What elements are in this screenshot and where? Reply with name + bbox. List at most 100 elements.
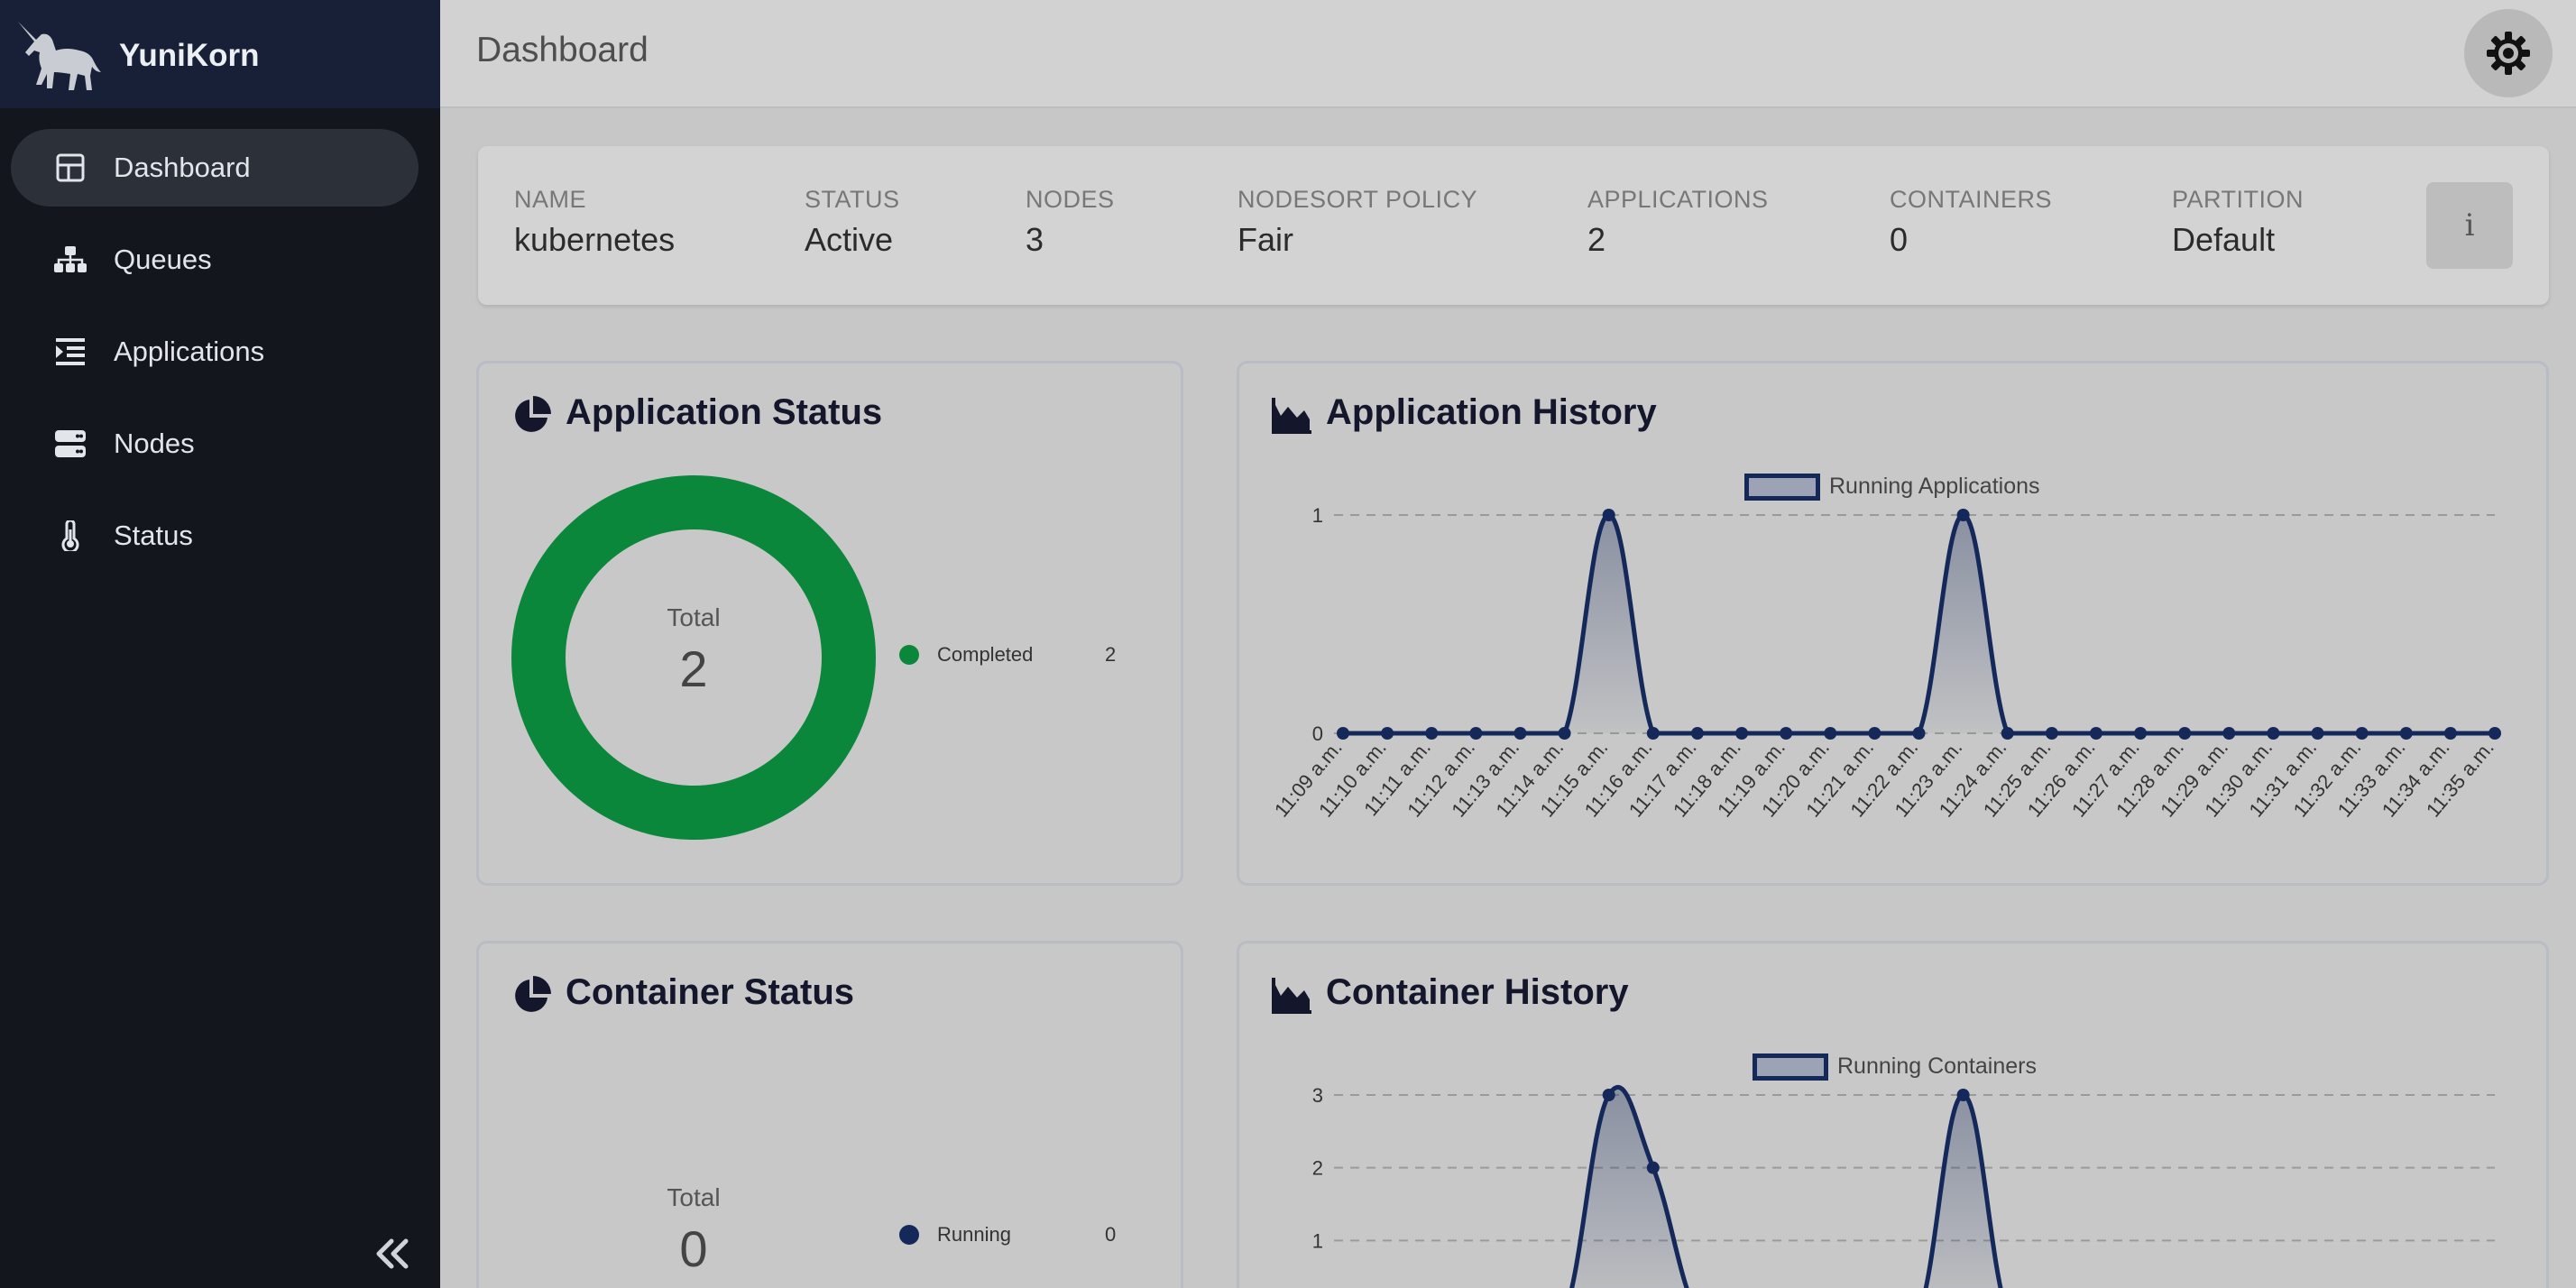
application-history-panel: Application History Running Applications… (1237, 361, 2549, 886)
double-chevron-left-icon (376, 1238, 409, 1269)
data-point (2045, 727, 2058, 740)
info-value: kubernetes (514, 221, 676, 258)
info-containers: CONTAINERS 0 (1890, 186, 2052, 259)
data-point (1602, 1089, 1615, 1101)
y-tick-label: 1 (1312, 504, 1323, 527)
info-partition: PARTITION Default (2172, 186, 2304, 259)
sidebar-item-nodes[interactable]: Nodes (11, 405, 419, 483)
data-point (1646, 1161, 1660, 1174)
pie-chart-icon (515, 396, 551, 432)
data-point (2089, 727, 2102, 740)
sidebar: YuniKorn Dashboard Queues Applications N… (0, 0, 440, 1288)
info-label: NAME (514, 186, 587, 213)
legend-label: Running Containers (1837, 1053, 2037, 1079)
data-point (1337, 727, 1349, 740)
info-button[interactable]: i (2426, 182, 2513, 269)
sidebar-item-status[interactable]: Status (11, 497, 419, 575)
settings-button[interactable] (2464, 9, 2553, 97)
y-tick-label: 3 (1312, 1084, 1323, 1107)
donut-slice-completed[interactable] (511, 475, 876, 840)
series-line (1343, 512, 2495, 736)
info-label: CONTAINERS (1890, 186, 2053, 213)
container-status-panel: Container Status Total 0 Running 0 (476, 941, 1183, 1288)
area-chart-icon (1272, 978, 1311, 1014)
legend-label: Running (937, 1223, 1011, 1246)
partition-info-card: NAME kubernetes STATUS Active NODES 3 NO… (478, 146, 2549, 305)
panel-title: Container Status (566, 972, 855, 1012)
data-point (2399, 727, 2413, 740)
data-point (2222, 727, 2236, 740)
panel-title: Application Status (566, 392, 883, 432)
data-point (1646, 727, 1660, 740)
legend-label: Running Applications (1829, 474, 2040, 499)
gear-icon (2487, 32, 2530, 75)
brand-header[interactable]: YuniKorn (0, 0, 440, 108)
sidebar-item-dashboard[interactable]: Dashboard (11, 129, 419, 207)
info-nodes: NODES 3 (1026, 186, 1115, 259)
data-point (1690, 727, 1704, 740)
info-applications: APPLICATIONS 2 (1587, 186, 1769, 259)
sidebar-item-applications[interactable]: Applications (11, 313, 419, 391)
data-point (1780, 727, 1793, 740)
y-tick-label: 1 (1312, 1229, 1323, 1252)
legend-swatch (1744, 474, 1820, 501)
legend-value: 0 (1105, 1223, 1117, 1246)
data-point (1425, 727, 1439, 740)
info-status: STATUS Active (805, 186, 900, 259)
sidebar-item-queues[interactable]: Queues (11, 221, 419, 299)
data-point (2267, 727, 2280, 740)
data-point (1735, 727, 1749, 740)
data-point (1469, 727, 1483, 740)
donut-total-label: Total (667, 603, 721, 631)
data-point (2443, 727, 2457, 740)
unicorn-logo-icon (18, 22, 101, 90)
info-label: NODES (1026, 186, 1115, 213)
info-value: Fair (1237, 221, 1293, 258)
info-name: NAME kubernetes (514, 186, 675, 259)
data-point (2001, 727, 2014, 740)
info-value: 0 (1890, 221, 1909, 258)
legend-dot (899, 1225, 919, 1245)
data-point (2311, 727, 2324, 740)
sidebar-item-label: Queues (114, 244, 212, 275)
brand-name: YuniKorn (119, 38, 260, 73)
sidebar-item-label: Applications (114, 336, 265, 367)
data-point (1513, 727, 1527, 740)
application-status-panel: Application Status Total 2 Completed 2 (476, 361, 1183, 886)
data-point (2355, 727, 2369, 740)
data-point (1868, 727, 1881, 740)
container-history-panel: Container History Running Containers 1 2 3 (1237, 941, 2549, 1288)
data-point (1824, 727, 1837, 740)
info-icon: i (2464, 207, 2475, 244)
collapse-sidebar-button[interactable] (364, 1228, 419, 1279)
info-label: PARTITION (2172, 186, 2305, 213)
data-point (2178, 727, 2192, 740)
info-value: Active (805, 221, 894, 258)
top-header: Dashboard (440, 0, 2576, 108)
nodes-icon (54, 428, 87, 460)
data-point (2489, 727, 2501, 740)
data-point (1956, 509, 1970, 521)
series-area (1571, 1087, 2001, 1288)
y-tick-label: 2 (1312, 1157, 1323, 1180)
data-point (1956, 1089, 1970, 1101)
sidebar-item-label: Dashboard (114, 152, 251, 183)
series-area (1343, 515, 2495, 733)
legend-value: 2 (1105, 643, 1117, 666)
legend-label: Completed (937, 643, 1034, 666)
application-status-donut (511, 475, 876, 840)
donut-total-label: Total (667, 1183, 721, 1211)
data-point (1912, 727, 1926, 740)
info-label: NODESORT POLICY (1237, 186, 1478, 213)
info-value: 3 (1026, 221, 1044, 258)
container-history-chart: 1 2 3 (1312, 1084, 2495, 1288)
sidebar-item-label: Nodes (114, 428, 195, 459)
dashboard-icon (54, 152, 87, 184)
page-title: Dashboard (476, 31, 649, 69)
legend-swatch (1753, 1053, 1828, 1081)
applications-icon (54, 336, 87, 368)
info-nodesort-policy: NODESORT POLICY Fair (1237, 186, 1477, 259)
info-value: Default (2172, 221, 2276, 258)
y-tick-label: 0 (1312, 722, 1323, 745)
